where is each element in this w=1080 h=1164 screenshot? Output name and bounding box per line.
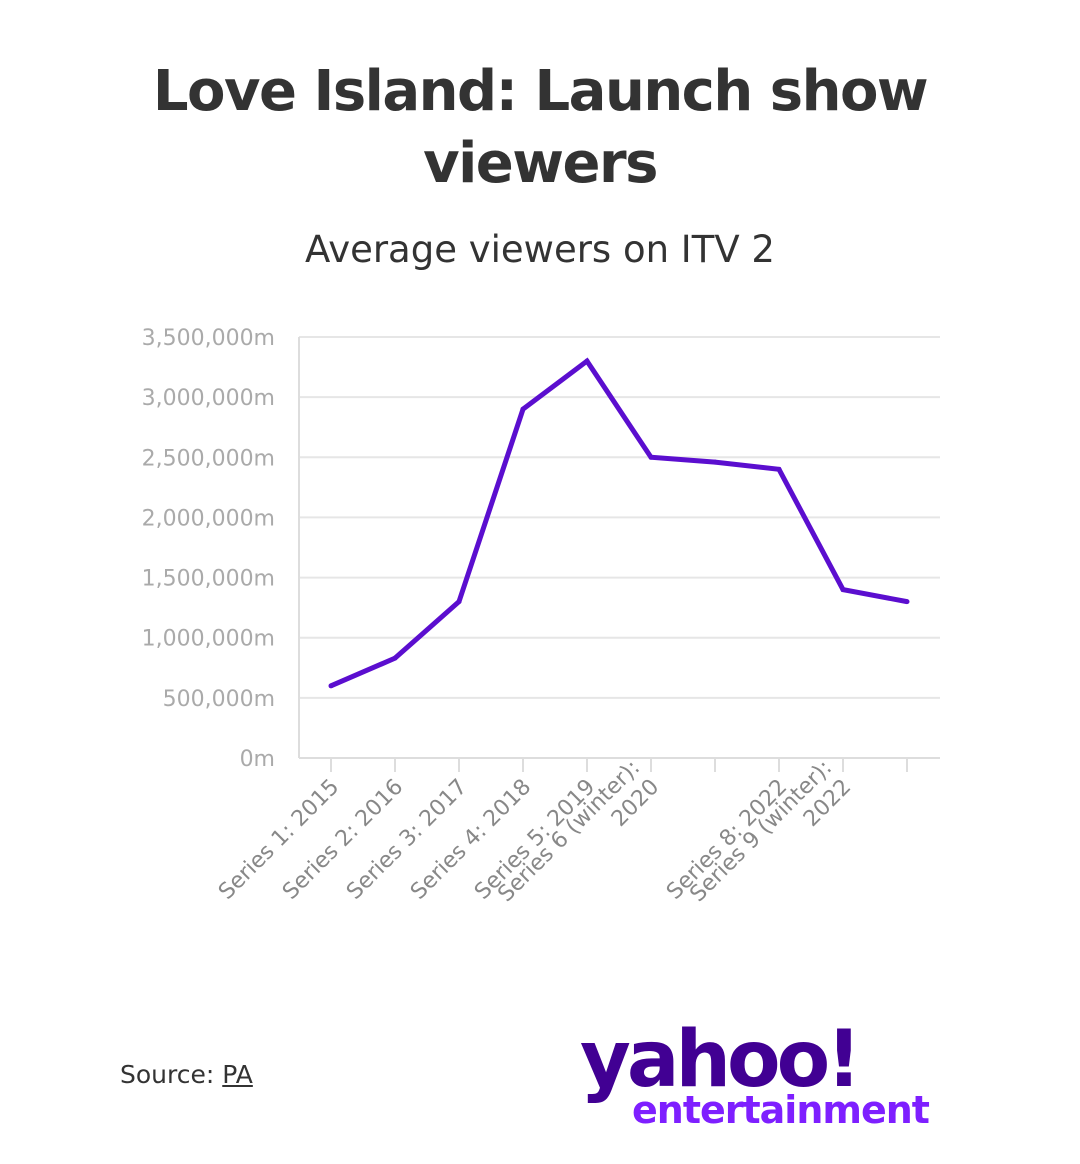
yahoo-wordmark: yahoo! [580,1015,862,1105]
data-point [456,599,462,605]
source-note: Source: PA [120,1060,253,1089]
x-tick-label: Series 5: 2019 [470,775,600,905]
chart-subtitle: Average viewers on ITV 2 [305,228,775,271]
gridlines [299,336,940,699]
y-tick-label: 500,000m [163,687,275,712]
chart-title-line-2: viewers [423,131,658,196]
y-axis-tick-labels: 0m 500,000m 1,000,000m 1,500,000m 2,000,000m… [142,326,275,772]
y-tick-label: 1,500,000m [142,567,275,592]
series-line [330,357,908,689]
series-layer [328,357,910,689]
y-tick-label: 1,000,000m [142,627,275,652]
chart-title: Love Island: Launch show viewers [0,56,1080,200]
x-tick-label-line: Series 9 (winter): [685,755,837,907]
x-tick-label: Series 8: 2022 [662,775,792,905]
y-tick-label: 0m [240,747,275,772]
data-point [712,459,718,465]
yahoo-entertainment-logo: yahoo! entertainment [580,1018,970,1138]
data-point [584,358,590,364]
source-label: Source: [120,1060,215,1089]
y-tick-label: 3,500,000m [142,326,275,351]
data-point [904,599,910,605]
entertainment-wordmark: entertainment [632,1088,930,1132]
data-point [392,655,398,661]
source-link[interactable]: PA [222,1060,253,1089]
data-point [520,406,526,412]
chart-title-line-1: Love Island: Launch show [152,59,929,124]
y-tick-label: 3,000,000m [142,386,275,411]
y-tick-label: 2,000,000m [142,506,275,531]
x-tick-label-line: Series 8: 2022 [662,775,792,905]
data-point [328,683,334,689]
y-tick-label: 2,500,000m [142,446,275,471]
data-point [648,454,654,460]
x-tick-label-line: Series 5: 2019 [470,775,600,905]
data-point [840,587,846,593]
axes [298,337,940,772]
data-point [776,466,782,472]
